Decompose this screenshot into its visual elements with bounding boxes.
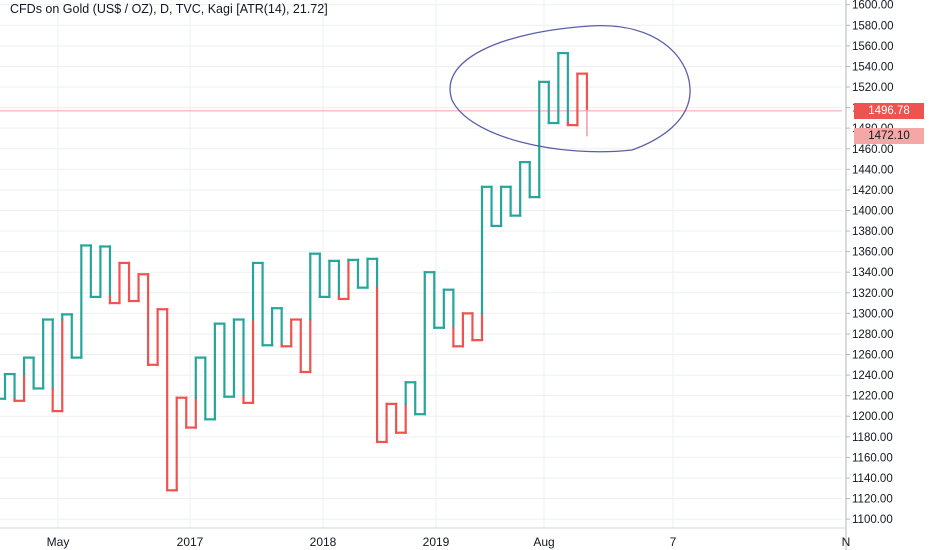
y-tick-label: 1560.00 [852, 41, 894, 53]
y-tick-label: 1140.00 [852, 473, 893, 485]
price-axis[interactable]: 1100.00 1120.00 1140.00 1160.00 1180.00 1200.… [845, 0, 894, 550]
current-price-badge: 1496.78 [854, 102, 924, 119]
y-tick-label: 1540.00 [852, 61, 894, 73]
y-tick-label: 1380.00 [852, 226, 894, 238]
x-tick-label: 2019 [423, 535, 450, 549]
x-tick-label: 7 [670, 535, 677, 549]
x-tick-label: 2018 [310, 535, 337, 549]
time-axis[interactable]: May 2017 2018 2019 Aug 7 N [0, 527, 851, 549]
y-tick-label: 1520.00 [852, 82, 894, 94]
y-tick-label: 1120.00 [852, 494, 893, 506]
circle-annotation[interactable] [449, 25, 691, 153]
y-tick-label: 1320.00 [852, 288, 894, 300]
last-value-badge: 1472.10 [854, 128, 924, 145]
y-tick-label: 1260.00 [852, 350, 894, 362]
y-tick-label: 1580.00 [852, 20, 894, 32]
x-tick-label: Aug [533, 535, 554, 549]
y-tick-label: 1160.00 [852, 452, 893, 464]
x-tick-label: N [842, 535, 851, 549]
y-tick-label: 1180.00 [852, 432, 893, 444]
y-tick-label: 1280.00 [852, 329, 894, 341]
y-tick-label: 1600.00 [852, 0, 894, 12]
y-tick-label: 1360.00 [852, 247, 894, 259]
grid-lines [0, 0, 842, 528]
y-tick-label: 1440.00 [852, 164, 894, 176]
y-tick-label: 1300.00 [852, 308, 894, 320]
x-tick-label: May [47, 535, 70, 549]
y-tick-label: 1340.00 [852, 267, 894, 279]
y-tick-label: 1460.00 [852, 144, 894, 156]
y-tick-label: 1100.00 [852, 514, 893, 526]
y-tick-label: 1200.00 [852, 411, 894, 423]
x-tick-label: 2017 [177, 535, 204, 549]
y-tick-label: 1240.00 [852, 370, 894, 382]
y-tick-label: 1400.00 [852, 205, 894, 217]
chart-legend: CFDs on Gold (US$ / OZ), D, TVC, Kagi [A… [10, 2, 328, 16]
ellipse-drawing [449, 25, 691, 153]
y-tick-label: 1420.00 [852, 185, 894, 197]
kagi-series [0, 51, 589, 492]
y-tick-label: 1220.00 [852, 391, 894, 403]
